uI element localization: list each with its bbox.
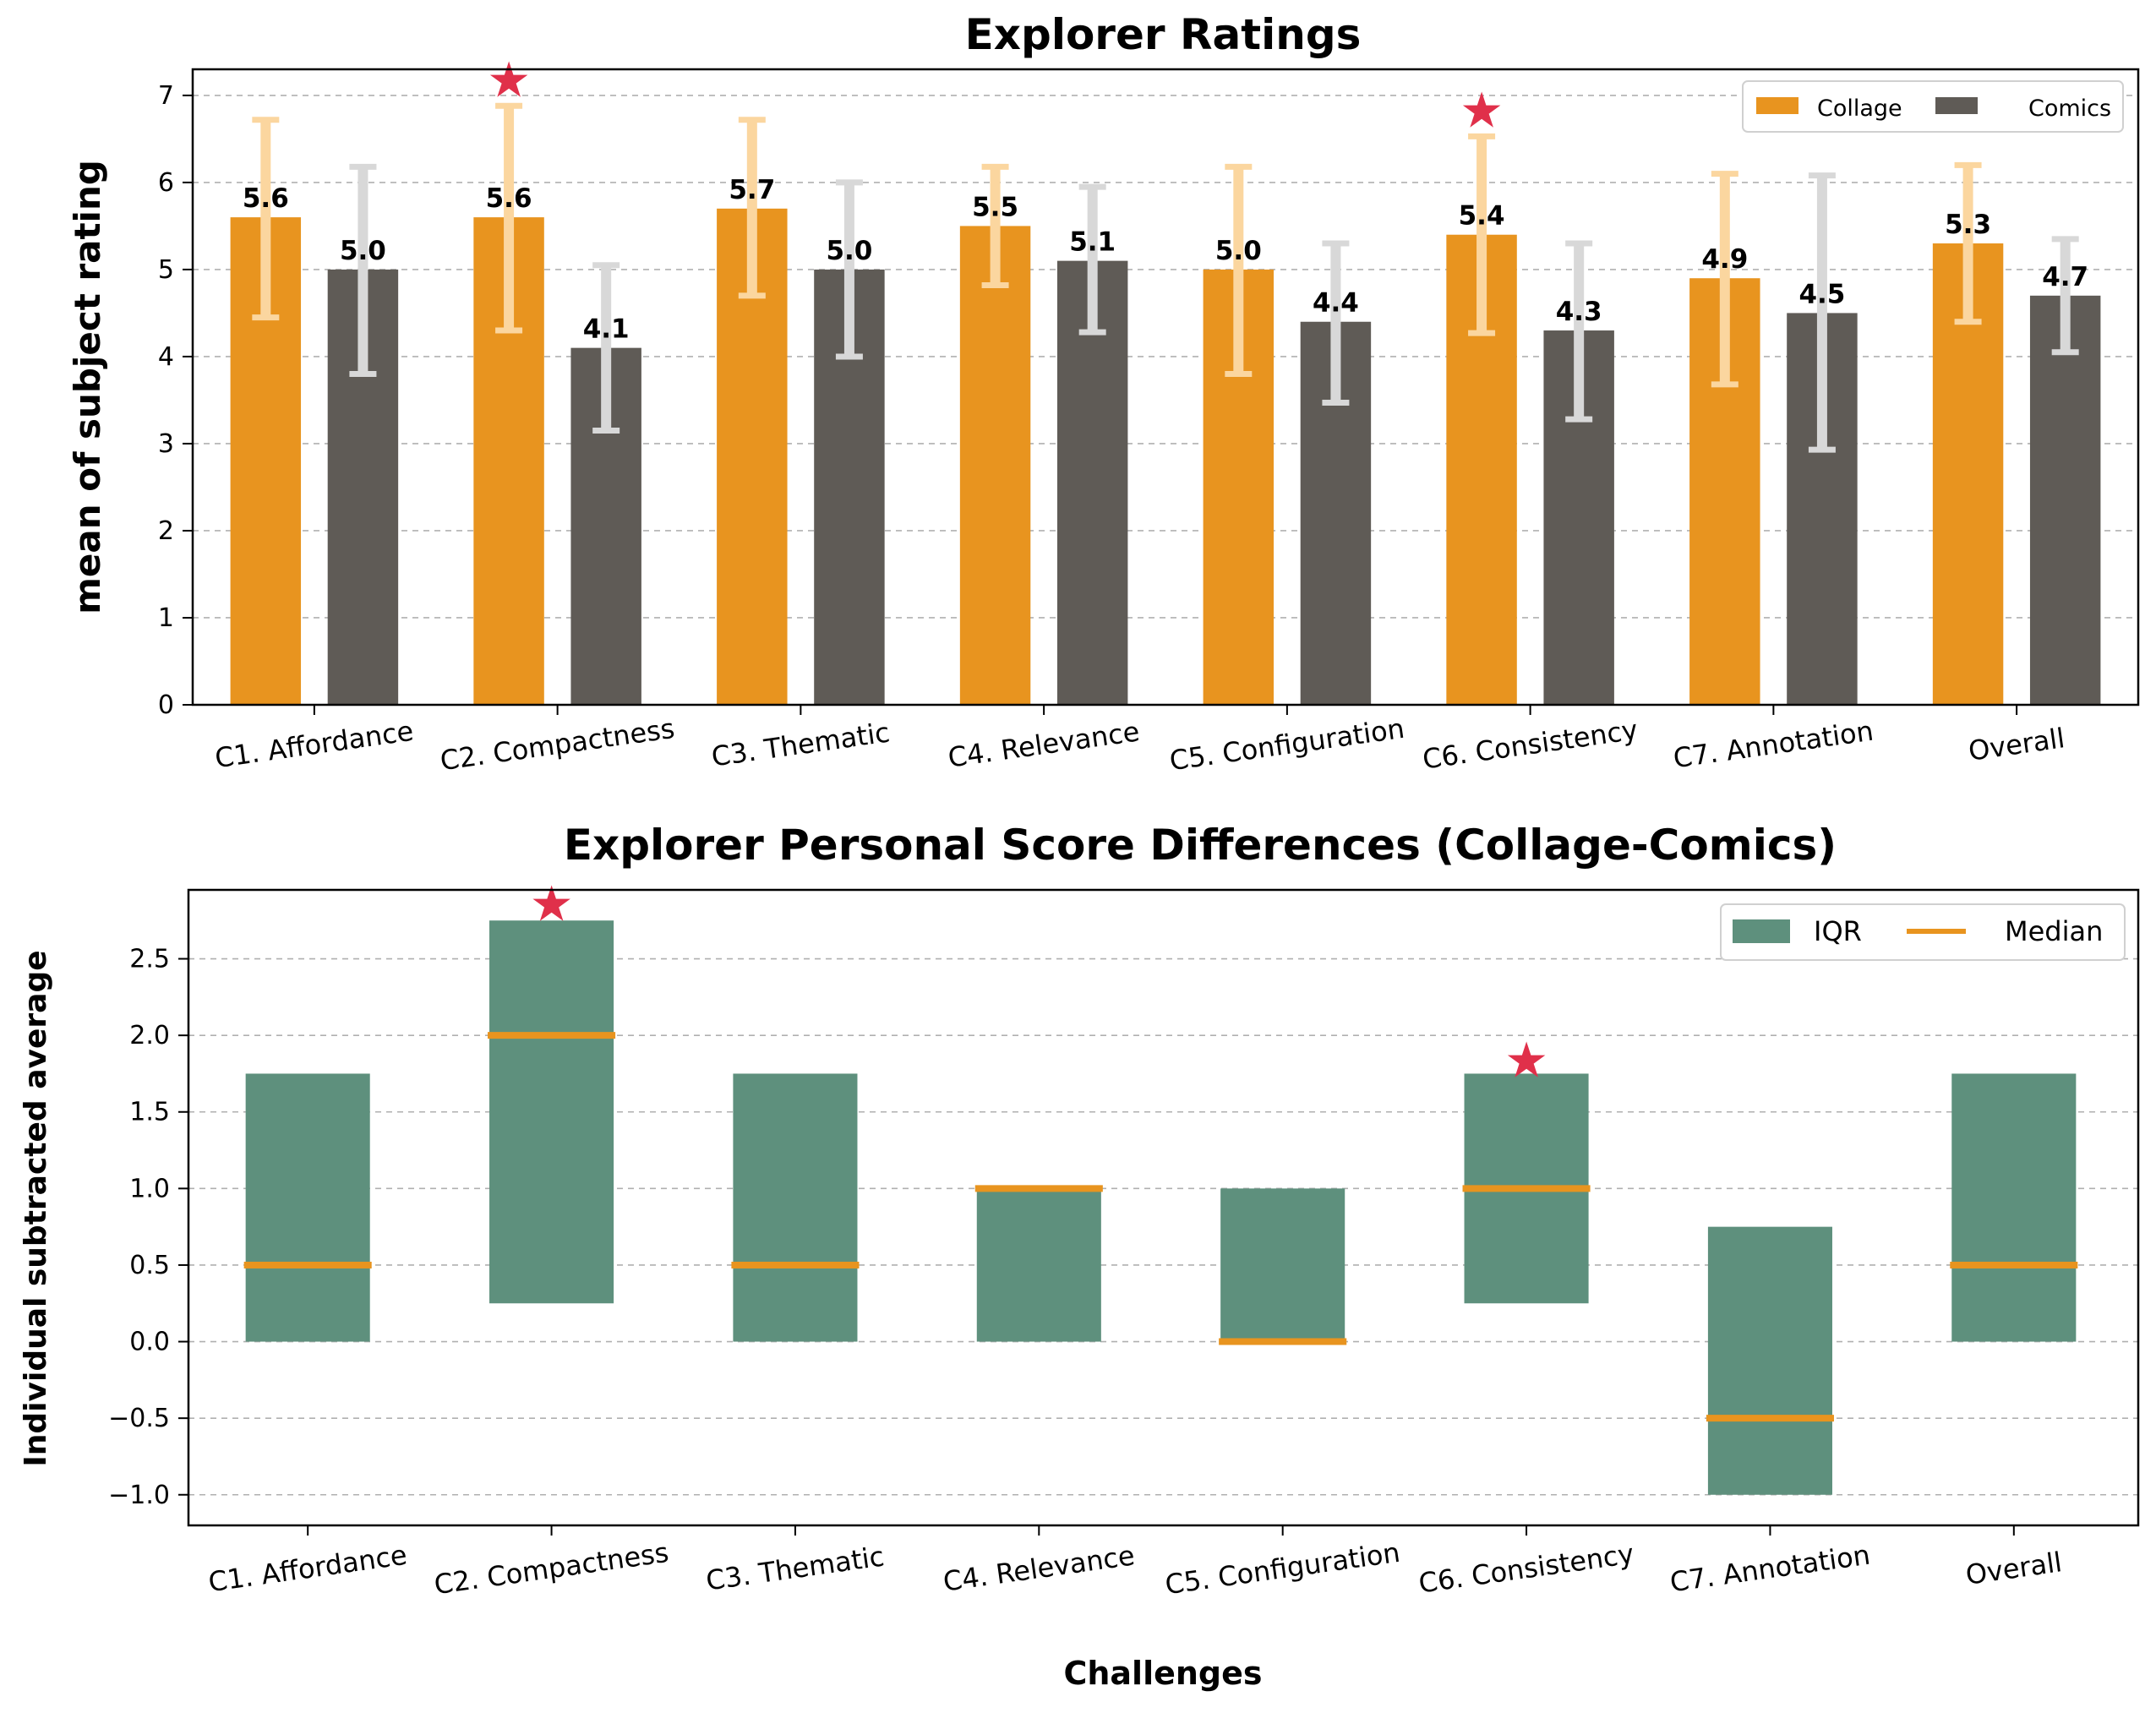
significance-star-icon: ★ xyxy=(530,875,574,932)
x-tick-label: C6. Consistency xyxy=(1416,1537,1635,1599)
bar-comics xyxy=(2029,295,2101,705)
data-label: 5.0 xyxy=(826,236,872,266)
x-axis-ticks: C1. Affordance C2. Compactness C3. Themati… xyxy=(206,1525,2064,1601)
data-label: 4.7 xyxy=(2042,262,2088,292)
bar-collage xyxy=(959,226,1031,705)
iqr-box xyxy=(976,1188,1101,1342)
x-tick-label: C1. Affordance xyxy=(206,1539,409,1599)
legend: IQR Median xyxy=(1720,903,2126,961)
y-tick-label: 2.5 xyxy=(129,945,170,974)
y-tick-label: 1 xyxy=(158,603,174,633)
data-label: 5.3 xyxy=(1945,210,1991,240)
plot-frame xyxy=(191,68,2140,706)
chart-title: Explorer Ratings xyxy=(965,10,1362,59)
y-axis-label: Individual subtracted average xyxy=(19,950,53,1466)
legend-swatch-iqr xyxy=(1733,919,1790,943)
data-label: 5.6 xyxy=(486,183,532,214)
x-tick-label: C2. Compactness xyxy=(438,712,676,777)
y-axis-label: mean of subject rating xyxy=(67,160,108,614)
x-tick-label: C3. Thematic xyxy=(709,716,892,772)
legend-swatch-collage xyxy=(1756,97,1798,114)
plot-frame xyxy=(187,888,2140,1527)
data-label: 4.1 xyxy=(583,314,630,345)
legend-label-median: Median xyxy=(2005,915,2103,947)
significance-star-icon: ★ xyxy=(1460,81,1504,139)
y-tick-label: 0.0 xyxy=(129,1328,170,1357)
gridlines xyxy=(188,957,2138,1496)
x-tick-label: C2. Compactness xyxy=(432,1536,670,1601)
data-label: 5.1 xyxy=(1069,227,1116,258)
x-tick-label: C7. Annotation xyxy=(1671,715,1875,775)
legend-label-collage: Collage xyxy=(1817,95,1902,122)
legend-label-iqr: IQR xyxy=(1814,915,1862,947)
legend: Collage Comics xyxy=(1742,80,2124,133)
data-label: 5.6 xyxy=(243,183,289,214)
data-label: 4.9 xyxy=(1701,244,1748,275)
x-tick-label: C1. Affordance xyxy=(213,715,416,775)
y-tick-label: 2.0 xyxy=(129,1021,170,1050)
x-tick-label: C6. Consistency xyxy=(1421,713,1640,775)
y-tick-label: −1.0 xyxy=(108,1481,170,1510)
x-tick-label: C7. Annotation xyxy=(1668,1539,1872,1599)
significance-star-icon: ★ xyxy=(1504,1031,1548,1088)
y-tick-label: −0.5 xyxy=(108,1404,170,1433)
error-bars xyxy=(252,102,2079,453)
data-label: 5.7 xyxy=(729,175,775,205)
differences-chart: Explorer Personal Score Differences (Col… xyxy=(19,821,2140,1692)
iqr-box xyxy=(733,1073,858,1342)
x-tick-label: Overall xyxy=(1967,722,2067,767)
x-axis-label: Challenges xyxy=(1063,1655,1262,1692)
y-tick-label: 7 xyxy=(158,81,174,111)
y-tick-label: 1.0 xyxy=(129,1174,170,1203)
y-axis-ticks: 0 1 2 3 4 5 6 7 xyxy=(158,81,193,720)
data-label: 4.4 xyxy=(1313,288,1359,319)
x-tick-label: C5. Configuration xyxy=(1167,712,1406,777)
significance-star-icon: ★ xyxy=(487,51,531,108)
data-label: 5.4 xyxy=(1459,201,1505,232)
significance-stars: ★★ xyxy=(487,51,1504,139)
ratings-chart: Explorer Ratings 5.65.05.64.15.75.05.55.… xyxy=(67,10,2140,777)
y-tick-label: 0.5 xyxy=(129,1251,170,1280)
data-label: 5.0 xyxy=(340,236,386,266)
y-tick-label: 2 xyxy=(158,516,174,546)
iqr-box xyxy=(1951,1073,2077,1342)
iqr-box xyxy=(1707,1226,1832,1495)
median-lines xyxy=(243,1032,2078,1422)
y-tick-label: 0 xyxy=(158,690,174,720)
x-tick-label: Overall xyxy=(1963,1546,2064,1591)
x-tick-label: C3. Thematic xyxy=(704,1540,887,1596)
data-label: 5.0 xyxy=(1215,236,1262,266)
data-label: 5.5 xyxy=(972,192,1018,222)
y-tick-label: 4 xyxy=(158,342,174,372)
y-axis-ticks: −1.0 −0.5 0.0 0.5 1.0 1.5 2.0 2.5 xyxy=(108,945,188,1510)
significance-stars: ★★ xyxy=(530,875,1549,1088)
y-tick-label: 1.5 xyxy=(129,1098,170,1127)
chart-title: Explorer Personal Score Differences (Col… xyxy=(564,821,1837,870)
x-tick-label: C4. Relevance xyxy=(946,715,1141,773)
x-tick-label: C4. Relevance xyxy=(942,1539,1137,1597)
iqr-box xyxy=(489,920,614,1304)
iqr-box xyxy=(1220,1188,1345,1342)
legend-label-comics: Comics xyxy=(2028,95,2111,122)
data-labels: 5.6 5.0 5.6 4.1 5.7 5.0 5.5 5.1 5.0 4.4 5.4 4.3 4.9 4… xyxy=(243,175,2088,345)
iqr-box xyxy=(245,1073,370,1342)
y-tick-label: 3 xyxy=(158,429,174,459)
legend-box xyxy=(1742,80,2124,133)
data-label: 4.5 xyxy=(1798,279,1845,309)
x-axis-ticks: C1. Affordance C2. Compactness C3. Themati… xyxy=(213,705,2066,777)
y-tick-label: 5 xyxy=(158,255,174,285)
y-tick-label: 6 xyxy=(158,168,174,198)
data-label: 4.3 xyxy=(1556,297,1602,327)
x-tick-label: C5. Configuration xyxy=(1163,1536,1402,1601)
iqr-boxes xyxy=(245,920,2077,1495)
legend-swatch-comics xyxy=(1935,97,1978,114)
